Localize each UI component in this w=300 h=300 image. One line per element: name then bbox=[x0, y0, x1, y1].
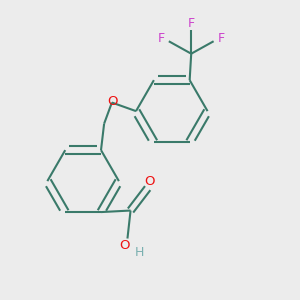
Text: F: F bbox=[188, 17, 195, 30]
Text: O: O bbox=[119, 239, 130, 252]
Text: F: F bbox=[218, 32, 225, 45]
Text: F: F bbox=[158, 32, 165, 45]
Text: O: O bbox=[144, 175, 154, 188]
Text: H: H bbox=[135, 246, 144, 259]
Text: O: O bbox=[107, 95, 118, 108]
